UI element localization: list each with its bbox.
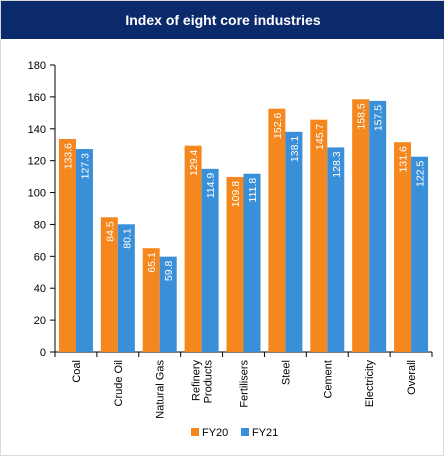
data-label: 122.5 (415, 161, 427, 187)
category-label: Fertilisers (239, 360, 251, 408)
category-label: Crude Oil (113, 360, 125, 406)
y-tick-label: 40 (34, 283, 46, 295)
data-label: 128.3 (331, 151, 343, 177)
bar-fy21 (327, 147, 345, 352)
bar-fy20 (142, 248, 160, 352)
category-label: Natural Gas (155, 360, 167, 419)
category-label: Steel (280, 360, 292, 385)
y-tick-label: 60 (34, 251, 46, 263)
bar-fy20 (58, 138, 76, 352)
data-label: 133.6 (62, 143, 74, 169)
data-label: 127.3 (79, 153, 91, 179)
legend-label-fy20: FY20 (202, 427, 228, 439)
bar-fy21 (243, 173, 261, 352)
chart-title: Index of eight core industries (1, 1, 444, 39)
legend-swatch-fy21 (241, 428, 249, 436)
legend-swatch-fy20 (191, 428, 199, 436)
y-tick-label: 80 (34, 219, 46, 231)
y-tick-label: 180 (28, 60, 46, 72)
bar-fy20 (268, 108, 286, 352)
y-tick-label: 20 (34, 315, 46, 327)
bar-fy20 (184, 145, 202, 352)
category-label: Refinery (191, 360, 203, 401)
data-label: 114.9 (205, 173, 217, 199)
bar-fy21 (285, 131, 303, 352)
bar-fy21 (159, 256, 177, 352)
data-label: 59.8 (163, 260, 175, 281)
bar-fy20 (100, 217, 118, 352)
bar-fy21 (411, 156, 429, 352)
bar-fy20 (352, 99, 370, 353)
category-label: Electricity (364, 360, 376, 408)
bar-fy20 (394, 142, 412, 352)
data-label: 109.8 (230, 181, 242, 207)
bar-fy20 (310, 119, 328, 352)
data-label: 65.1 (146, 252, 158, 273)
y-tick-label: 120 (28, 156, 46, 168)
y-tick-label: 160 (28, 92, 46, 104)
category-label: Overall (406, 360, 418, 395)
y-tick-label: 100 (28, 188, 46, 200)
data-label: 111.8 (247, 178, 259, 203)
data-label: 145.7 (314, 124, 326, 150)
data-label: 131.6 (398, 146, 410, 172)
bar-fy21 (201, 168, 219, 352)
data-label: 158.5 (356, 103, 368, 129)
y-tick-label: 0 (40, 347, 46, 359)
bar-fy20 (226, 176, 244, 352)
data-label: 84.5 (104, 221, 116, 242)
data-label: 80.1 (121, 228, 133, 249)
bar-fy21 (117, 224, 135, 352)
data-label: 129.4 (188, 150, 200, 176)
category-label: Cement (322, 360, 334, 399)
legend-label-fy21: FY21 (252, 427, 278, 439)
category-label: Coal (71, 360, 83, 383)
bar-fy21 (75, 149, 93, 352)
bar-fy21 (369, 100, 387, 352)
data-label: 138.1 (289, 136, 301, 162)
data-label: 152.6 (272, 113, 284, 139)
category-label: Products (203, 360, 215, 404)
data-label: 157.5 (373, 105, 385, 131)
y-tick-label: 140 (28, 124, 46, 136)
